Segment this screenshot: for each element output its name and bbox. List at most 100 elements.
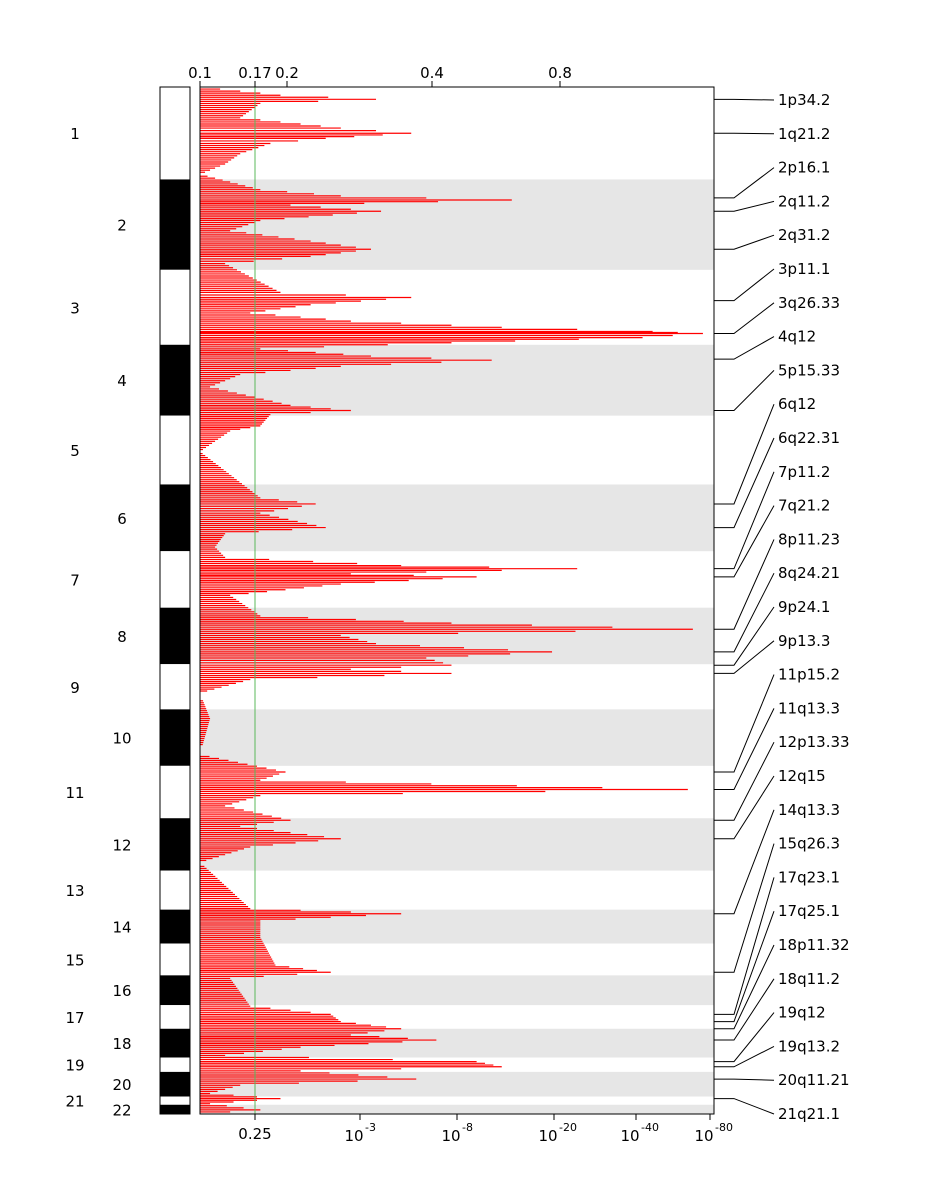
ideogram-band-18 (160, 1028, 190, 1058)
peak-label-8p11.23: 8p11.23 (778, 530, 840, 548)
chromosome-shade-16 (200, 975, 714, 1006)
peak-leader-7p11.2 (714, 471, 775, 570)
peak-label-18q11.2: 18q11.2 (778, 970, 840, 988)
top-tick-label-0.2: 0.2 (275, 64, 299, 82)
chromosome-label-8: 8 (117, 628, 127, 646)
bottom-tick-exponent: -8 (462, 1121, 473, 1134)
ideogram-band-6 (160, 484, 190, 552)
peak-leader-15q26.3 (714, 843, 775, 973)
ideogram-band-1 (160, 87, 190, 180)
peak-leader-8q24.21 (714, 572, 775, 653)
peak-leader-4q12 (714, 336, 775, 360)
ideogram-band-5 (160, 415, 190, 485)
ideogram-band-13 (160, 870, 190, 910)
chromosome-label-16: 16 (112, 982, 131, 1000)
peak-leader-2q31.2 (714, 234, 775, 250)
peak-leader-2p16.1 (714, 167, 775, 199)
chromosome-label-2: 2 (117, 217, 127, 235)
peak-label-7p11.2: 7p11.2 (778, 463, 830, 481)
peak-leader-3p11.1 (714, 268, 775, 302)
bottom-tick-label: 10 (538, 1127, 557, 1145)
chromosome-label-1: 1 (70, 125, 80, 143)
chromosome-shade-10 (200, 709, 714, 766)
peak-label-11p15.2: 11p15.2 (778, 666, 840, 684)
peak-label-21q21.1: 21q21.1 (778, 1105, 840, 1123)
ideogram-band-10 (160, 709, 190, 766)
ideogram-band-21 (160, 1096, 190, 1105)
chromosome-label-15: 15 (65, 951, 84, 969)
peak-leader-18p11.32 (714, 944, 775, 1030)
chromosome-label-6: 6 (117, 510, 127, 528)
ideogram-band-2 (160, 179, 190, 270)
peak-leader-5p15.33 (714, 370, 775, 412)
peak-leader-14q13.3 (714, 809, 775, 915)
ideogram-band-12 (160, 818, 190, 871)
peak-leader-19q12 (714, 1012, 775, 1063)
bottom-tick-label: 10 (441, 1127, 460, 1145)
peak-leader-21q21.1 (714, 1098, 775, 1115)
bottom-tick-exponent: -40 (641, 1121, 659, 1134)
chromosome-label-4: 4 (117, 372, 127, 390)
peak-label-12q15: 12q15 (778, 767, 826, 785)
bottom-tick-exponent: -20 (559, 1121, 577, 1134)
ideogram-band-15 (160, 943, 190, 976)
bottom-tick-label: 10 (620, 1127, 639, 1145)
peak-label-7q21.2: 7q21.2 (778, 497, 830, 515)
peak-label-1q21.2: 1q21.2 (778, 125, 830, 143)
chromosome-label-7: 7 (70, 571, 80, 589)
peak-leader-9p24.1 (714, 606, 775, 666)
peak-leader-1p34.2 (714, 98, 775, 101)
chromosome-shade-22 (200, 1104, 714, 1114)
ideogram-band-4 (160, 344, 190, 416)
bottom-tick-exponent: -3 (365, 1121, 376, 1134)
ideogram-band-9 (160, 664, 190, 710)
peak-label-17q23.1: 17q23.1 (778, 868, 840, 886)
peak-label-14q13.3: 14q13.3 (778, 801, 840, 819)
ideogram-band-11 (160, 765, 190, 819)
peak-label-19q13.2: 19q13.2 (778, 1037, 840, 1055)
peak-leader-11q13.3 (714, 708, 775, 790)
top-axis-g-score: 0.1 0.17 0.2 0.4 0.8 (188, 64, 572, 87)
peak-label-2q11.2: 2q11.2 (778, 192, 830, 210)
ideogram-band-22 (160, 1104, 190, 1114)
chromosome-label-11: 11 (65, 784, 84, 802)
ideogram-band-14 (160, 909, 190, 944)
peak-label-6q12: 6q12 (778, 395, 816, 413)
peak-leader-18q11.2 (714, 978, 775, 1041)
peak-label-8q24.21: 8q24.21 (778, 564, 840, 582)
top-tick-label-0.8: 0.8 (548, 64, 572, 82)
chromosome-label-14: 14 (112, 919, 131, 937)
chromosome-label-21: 21 (65, 1093, 84, 1111)
amplification-profile (200, 88, 703, 1113)
ideogram-outline (159, 86, 191, 1115)
chromosome-label-20: 20 (112, 1076, 131, 1094)
chromosome-label-9: 9 (70, 679, 80, 697)
chromosome-label-10: 10 (112, 730, 131, 748)
peak-label-2p16.1: 2p16.1 (778, 159, 830, 177)
peak-label-4q12: 4q12 (778, 328, 816, 346)
peak-leader-20q11.21 (714, 1078, 775, 1081)
chromosome-shade-14 (200, 909, 714, 944)
peak-labels: 1p34.2 1q21.2 2p16.1 2q11.2 2q31.2 3p11.1 3q26… (714, 91, 850, 1123)
chromosome-shade-12 (200, 818, 714, 871)
peak-label-3p11.1: 3p11.1 (778, 260, 830, 278)
peak-leader-11p15.2 (714, 674, 775, 773)
bottom-tick-exponent: -80 (715, 1121, 733, 1134)
peak-leader-2q11.2 (714, 200, 775, 212)
peak-leader-6q12 (714, 404, 775, 505)
chromosome-label-18: 18 (112, 1035, 131, 1053)
peak-label-6q22.31: 6q22.31 (778, 429, 840, 447)
top-tick-label-0.17: 0.17 (238, 64, 271, 82)
peak-label-15q26.3: 15q26.3 (778, 835, 840, 853)
chromosome-ideogram (159, 86, 191, 1115)
chromosome-label-12: 12 (112, 836, 131, 854)
ideogram-band-16 (160, 975, 190, 1006)
ideogram-band-8 (160, 607, 190, 665)
peak-leader-12q15 (714, 775, 775, 840)
chromosome-label-22: 22 (112, 1101, 131, 1119)
chromosome-shade-6 (200, 484, 714, 552)
peak-label-9p13.3: 9p13.3 (778, 632, 830, 650)
peak-label-5p15.33: 5p15.33 (778, 361, 840, 379)
